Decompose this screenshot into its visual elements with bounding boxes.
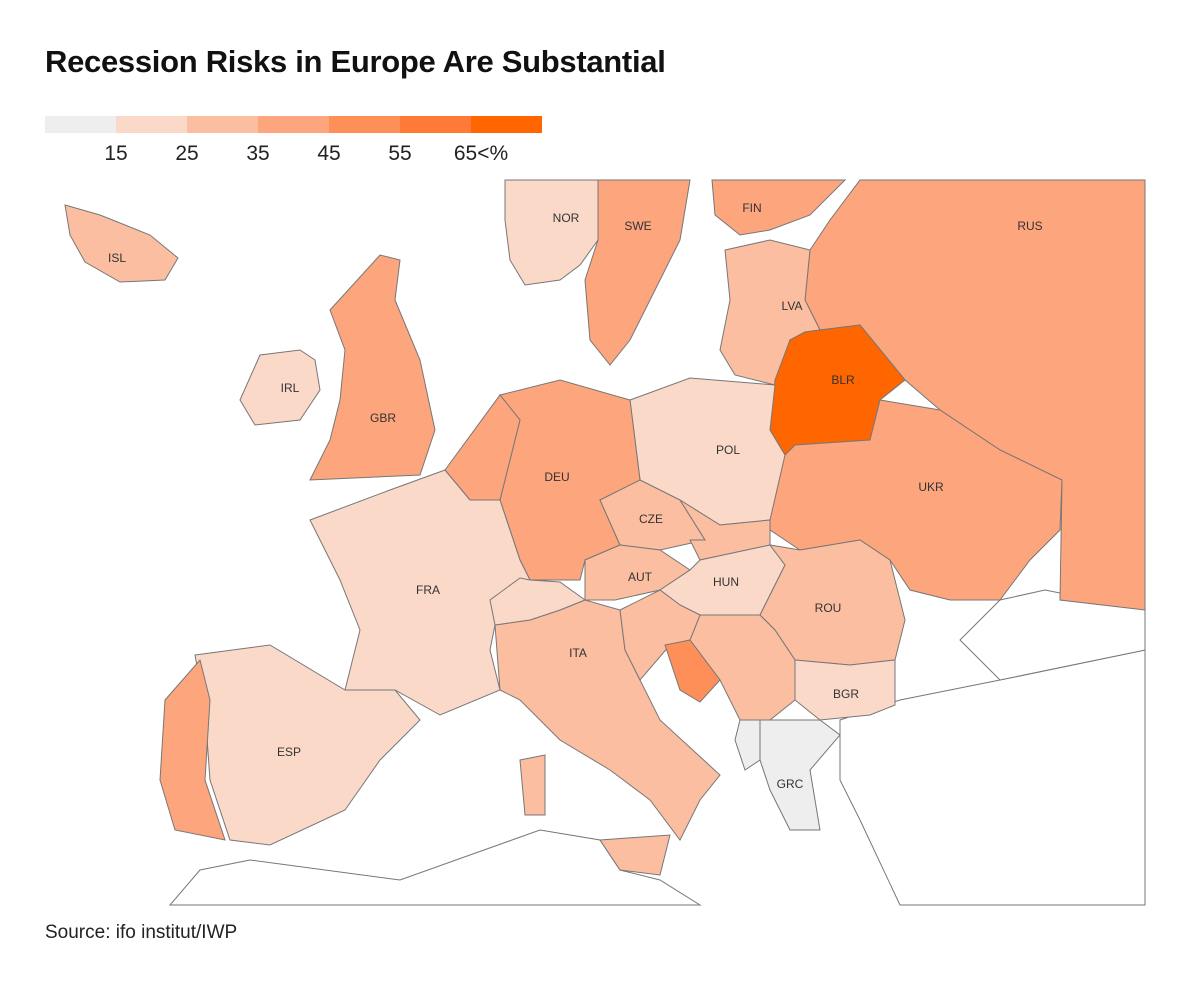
country-label-lva: LVA xyxy=(782,299,803,313)
legend-swatch xyxy=(258,116,329,133)
legend-swatch xyxy=(471,116,542,133)
turkey-land xyxy=(839,649,1146,906)
country-label-cze: CZE xyxy=(639,512,663,526)
country-label-aut: AUT xyxy=(628,570,653,584)
country-label-rou: ROU xyxy=(815,601,842,615)
legend-swatch xyxy=(116,116,187,133)
country-grc xyxy=(759,719,841,831)
country-mkd xyxy=(734,719,761,771)
country-bgr xyxy=(794,659,896,721)
country-swe xyxy=(584,179,691,366)
country-label-ita: ITA xyxy=(569,646,587,660)
country-bih xyxy=(664,639,721,703)
country-label-swe: SWE xyxy=(624,219,651,233)
country-label-esp: ESP xyxy=(277,745,301,759)
legend-color-scale xyxy=(45,116,542,133)
country-prt xyxy=(159,658,226,841)
legend-tick: 35 xyxy=(246,142,270,165)
country-label-gbr: GBR xyxy=(370,411,396,425)
country-label-bgr: BGR xyxy=(833,687,859,701)
country-nor xyxy=(504,179,601,286)
country-fin xyxy=(711,179,847,236)
country-esp xyxy=(194,644,421,846)
country-label-isl: ISL xyxy=(108,251,126,265)
legend-tick: 45 xyxy=(317,142,341,165)
country-label-grc: GRC xyxy=(777,777,804,791)
legend-tick: 25 xyxy=(175,142,199,165)
country-gbr xyxy=(309,254,436,481)
country-label-fra: FRA xyxy=(416,583,440,597)
country-isl xyxy=(64,204,179,283)
legend-swatch xyxy=(329,116,400,133)
country-label-fin: FIN xyxy=(742,201,761,215)
sicily xyxy=(599,834,671,876)
legend-ticks: 15 25 35 45 55 65<% xyxy=(45,142,545,168)
country-label-irl: IRL xyxy=(281,381,300,395)
chart-title: Recession Risks in Europe Are Substantia… xyxy=(45,44,666,79)
country-label-deu: DEU xyxy=(544,470,569,484)
country-irl xyxy=(239,349,321,426)
legend-tick: 55 xyxy=(388,142,412,165)
legend-tick: 65<% xyxy=(453,142,509,165)
country-label-rus: RUS xyxy=(1017,219,1042,233)
country-label-ukr: UKR xyxy=(918,480,944,494)
country-label-blr: BLR xyxy=(831,373,855,387)
legend-swatch xyxy=(187,116,258,133)
country-bnl xyxy=(444,394,521,501)
country-label-nor: NOR xyxy=(553,211,580,225)
legend-swatch xyxy=(400,116,471,133)
source-note: Source: ifo institut/IWP xyxy=(45,922,238,943)
country-label-pol: POL xyxy=(716,443,740,457)
country-che xyxy=(489,577,587,626)
sardinia-land xyxy=(519,754,546,816)
legend-swatch xyxy=(45,116,116,133)
country-label-hun: HUN xyxy=(713,575,739,589)
legend-tick: 15 xyxy=(104,142,128,165)
